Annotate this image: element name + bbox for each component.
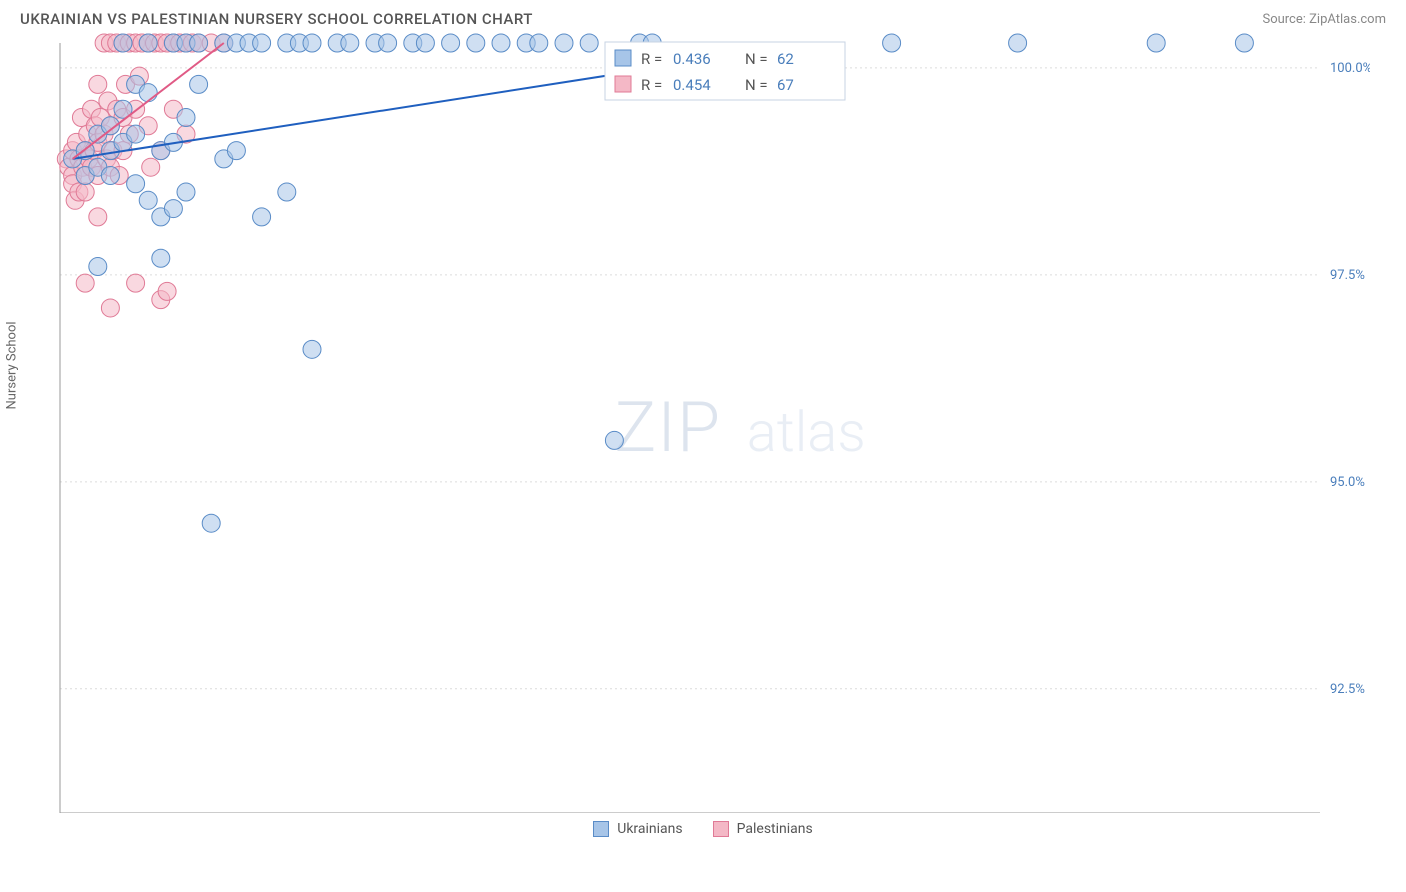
legend-label-palestinians: Palestinians xyxy=(737,821,813,837)
svg-text:100.0%: 100.0% xyxy=(1330,61,1370,76)
svg-text:67: 67 xyxy=(777,76,794,94)
chart-container: 100.0%97.5%95.0%92.5%ZIPatlas0.0%100.0%R… xyxy=(50,33,1386,813)
svg-text:92.5%: 92.5% xyxy=(1330,682,1365,697)
legend-item-palestinians: Palestinians xyxy=(713,821,813,837)
svg-text:97.5%: 97.5% xyxy=(1330,268,1365,283)
source-label: Source: ZipAtlas.com xyxy=(1262,12,1386,27)
svg-text:N =: N = xyxy=(745,76,768,94)
legend: Ukrainians Palestinians xyxy=(0,821,1406,837)
legend-swatch-blue xyxy=(593,821,609,837)
svg-text:R =: R = xyxy=(641,50,662,68)
svg-text:atlas: atlas xyxy=(747,399,866,465)
svg-text:62: 62 xyxy=(777,50,794,68)
legend-item-ukrainians: Ukrainians xyxy=(593,821,682,837)
svg-text:95.0%: 95.0% xyxy=(1330,475,1365,490)
svg-text:ZIP: ZIP xyxy=(614,387,721,469)
legend-swatch-pink xyxy=(713,821,729,837)
svg-text:R =: R = xyxy=(641,76,662,94)
svg-text:0.454: 0.454 xyxy=(673,76,711,94)
scatter-chart: 100.0%97.5%95.0%92.5%ZIPatlas0.0%100.0%R… xyxy=(50,33,1370,813)
svg-text:N =: N = xyxy=(745,50,768,68)
svg-text:0.436: 0.436 xyxy=(673,50,711,68)
legend-label-ukrainians: Ukrainians xyxy=(617,821,682,837)
chart-title: UKRAINIAN VS PALESTINIAN NURSERY SCHOOL … xyxy=(20,10,533,28)
yaxis-label: Nursery School xyxy=(5,321,20,409)
